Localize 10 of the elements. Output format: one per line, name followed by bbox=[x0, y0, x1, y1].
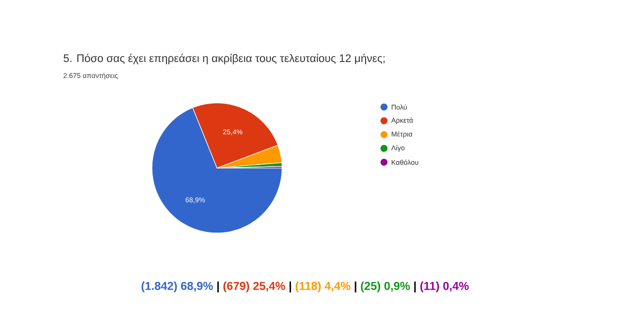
text: (1.842) 68,9% bbox=[142, 282, 213, 292]
text: | bbox=[354, 282, 356, 292]
chart-title: 5. Πόσο σας έχει επηρεάσει η ακρίβεια τους τελευταίους 12 μήνες; bbox=[64, 54, 385, 64]
text: | bbox=[217, 282, 219, 292]
text: (11) 0,4% bbox=[420, 282, 469, 292]
text: | bbox=[414, 282, 416, 292]
text: (25) 0,9% bbox=[360, 282, 410, 292]
text: | bbox=[290, 282, 292, 292]
text: (118) 4,4% bbox=[296, 282, 350, 292]
text: (679) 25,4% bbox=[223, 282, 286, 292]
